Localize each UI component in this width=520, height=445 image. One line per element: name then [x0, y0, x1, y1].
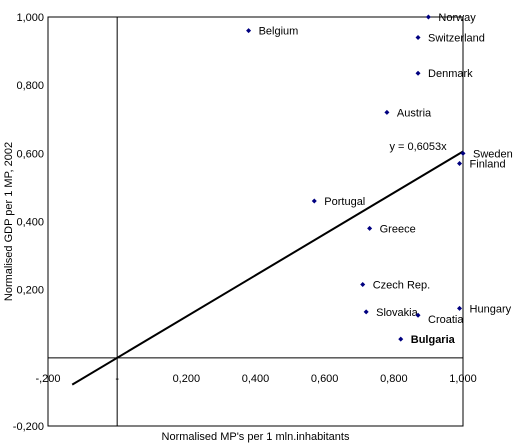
y-tick-label: 0,600	[16, 148, 44, 160]
x-tick-label: 1,000	[449, 373, 477, 385]
trendline	[71, 150, 464, 386]
point-label: Bulgaria	[411, 334, 456, 346]
point-label: Portugal	[324, 196, 365, 208]
point-label: Sweden	[473, 148, 513, 160]
data-point	[311, 198, 317, 204]
data-point	[367, 225, 373, 231]
x-tick-label: 0,200	[173, 373, 201, 385]
data-point	[457, 161, 463, 167]
point-label: Greece	[380, 223, 416, 235]
point-label: Norway	[438, 12, 476, 24]
y-tick-label: 0,800	[16, 80, 44, 92]
y-axis-title: Normalised GDP per 1 MP, 2002	[3, 142, 15, 301]
data-points: Norway Belgium Switzerland Denmark Austria Sw…	[246, 12, 513, 346]
x-axis-title: Normalised MP's per 1 mln.inhabitants	[162, 431, 350, 443]
point-label: Czech Rep.	[373, 280, 430, 292]
point-label: Hungary	[470, 303, 512, 315]
y-tick-label: 0,400	[16, 217, 44, 229]
x-tick-label: -,200	[35, 373, 60, 385]
data-point	[360, 282, 366, 288]
x-axis-ticks: -,200 - 0,200 0,400 0,600 0,800 1,000	[35, 373, 476, 385]
data-point	[363, 309, 369, 315]
point-label: Croatia	[428, 314, 464, 326]
trendline-label: y = 0,6053x	[389, 141, 447, 153]
y-tick-label: 0,200	[16, 285, 44, 297]
point-label: Finland	[470, 159, 506, 171]
data-point	[425, 14, 431, 20]
x-tick-label: 0,400	[242, 373, 270, 385]
data-point	[415, 34, 421, 40]
plot-area	[47, 16, 464, 427]
data-point	[457, 305, 463, 311]
point-label: Denmark	[428, 68, 473, 80]
y-axis-ticks: -0,200 0,200 0,400 0,600 0,800 1,000	[13, 12, 44, 433]
x-tick-label: -	[115, 373, 119, 385]
point-label: Austria	[397, 107, 432, 119]
data-point	[398, 336, 404, 342]
point-label: Switzerland	[428, 32, 485, 44]
data-point	[246, 28, 252, 34]
y-tick-label: -0,200	[13, 421, 44, 433]
data-point	[415, 70, 421, 76]
point-label: Slovakia	[376, 307, 418, 319]
x-tick-label: 0,800	[380, 373, 408, 385]
data-point	[384, 109, 390, 115]
x-tick-label: 0,600	[311, 373, 339, 385]
data-point	[460, 150, 466, 156]
y-tick-label: 1,000	[16, 12, 44, 24]
data-point	[415, 312, 421, 318]
point-label: Belgium	[259, 26, 299, 38]
